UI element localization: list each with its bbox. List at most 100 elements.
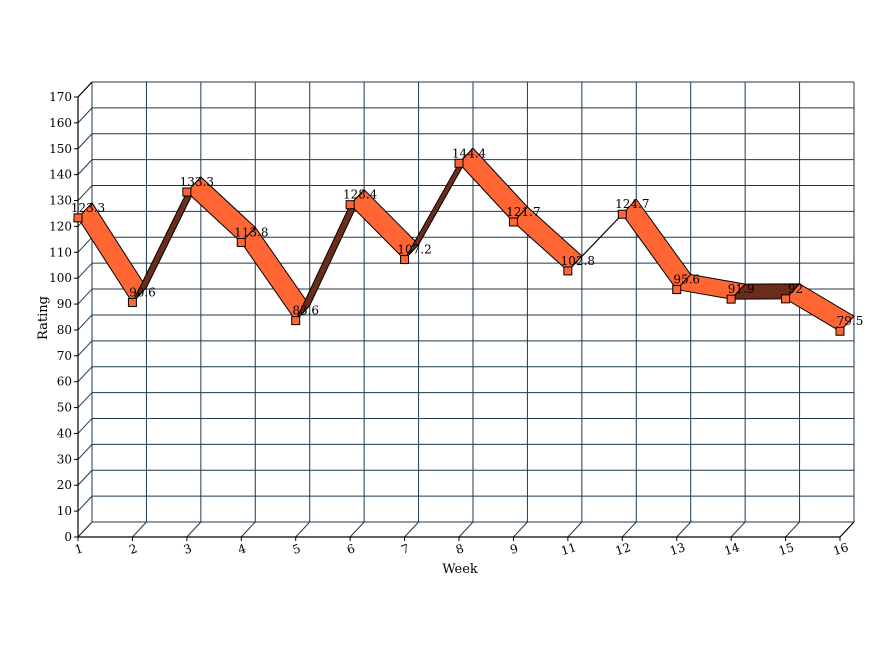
- gridline-v-floor: [77, 521, 93, 538]
- data-label: 91.9: [728, 282, 755, 296]
- y-axis-title: Rating: [36, 296, 51, 340]
- gridline-h-side: [77, 159, 93, 175]
- x-tick-label: 16: [831, 540, 850, 558]
- y-tick-label: 150: [49, 142, 72, 156]
- x-tick-label: 8: [454, 541, 466, 557]
- data-point: [400, 255, 410, 265]
- y-tick-label: 120: [49, 219, 72, 233]
- x-tick-label: 11: [559, 540, 578, 558]
- gridline-h-side: [77, 262, 93, 279]
- gridline-v-floor: [730, 521, 746, 538]
- gridline-v-floor: [186, 521, 202, 538]
- y-tick-label: 90: [57, 297, 72, 311]
- gridline-h-side: [77, 495, 93, 512]
- gridline-v-floor: [785, 521, 800, 538]
- y-tick-label: 10: [57, 504, 72, 518]
- x-tick-label: 2: [127, 541, 139, 557]
- y-tick-label: 80: [57, 323, 72, 337]
- x-tick-label: 15: [777, 540, 796, 558]
- gridline-h-side: [77, 392, 93, 408]
- data-point: [345, 200, 355, 210]
- gridline-v-floor: [132, 521, 147, 538]
- data-point: [617, 209, 627, 219]
- y-tick-label: 130: [49, 194, 72, 208]
- data-point: [182, 187, 192, 197]
- x-tick-label: 1: [73, 541, 85, 557]
- x-tick-label: 5: [291, 541, 303, 557]
- data-label: 113.8: [234, 225, 268, 239]
- data-point: [835, 326, 845, 336]
- series-ribbon: [77, 147, 855, 332]
- y-tick-label: 170: [49, 90, 72, 104]
- data-point: [672, 285, 682, 295]
- series-markers: [73, 158, 845, 336]
- x-tick-label: 12: [614, 540, 633, 558]
- gridline-v-floor: [567, 521, 583, 538]
- ribbon-connector: [567, 213, 623, 272]
- y-tick-label: 100: [49, 271, 72, 285]
- data-label: 133.3: [180, 175, 214, 189]
- y-tick-label: 0: [64, 530, 72, 544]
- data-point: [291, 316, 301, 326]
- data-point: [726, 294, 736, 304]
- ribbon-segment: [295, 189, 365, 321]
- gridline-h-side: [77, 288, 93, 305]
- y-tick-label: 160: [49, 116, 72, 130]
- data-point: [73, 213, 83, 223]
- gridline-v-floor: [349, 521, 365, 538]
- gridline-h-side: [77, 340, 93, 357]
- x-axis-ticks: 1 2 3 4 5 6 7 8 9 11 12 13 14 15 16: [73, 537, 850, 558]
- gridline-v-floor: [295, 521, 311, 538]
- axis-top-depth: [77, 81, 93, 98]
- x-tick-label: 13: [668, 540, 687, 558]
- x-tick-label: 3: [182, 541, 194, 557]
- gridline-v-floor: [621, 521, 637, 538]
- gridline-h-side: [77, 314, 93, 331]
- data-label: 83.6: [292, 304, 319, 318]
- data-label: 121.7: [506, 205, 540, 219]
- data-label: 144.4: [452, 146, 487, 160]
- x-tick-label: 6: [345, 541, 357, 557]
- x-tick-label: 14: [722, 540, 741, 558]
- gridlines: [77, 81, 855, 538]
- gridline-h-side: [77, 469, 93, 486]
- gridline-v-floor: [404, 521, 419, 538]
- data-label: 92: [788, 282, 803, 296]
- data-point: [781, 294, 791, 304]
- gridline-v-floor: [676, 521, 692, 538]
- data-point: [508, 217, 518, 227]
- gridline-h-side: [77, 366, 93, 383]
- gridline-h-side: [77, 133, 93, 150]
- data-label: 128.4: [343, 188, 378, 202]
- gridline-h-side: [77, 444, 93, 460]
- data-point: [127, 298, 137, 308]
- gridline-h-side: [77, 418, 93, 434]
- y-tick-label: 70: [57, 349, 72, 363]
- gridline-v-floor: [240, 521, 256, 538]
- data-label: 79.5: [837, 314, 864, 328]
- y-tick-label: 50: [57, 401, 72, 415]
- data-label: 95.6: [673, 273, 700, 287]
- y-tick-label: 140: [49, 168, 72, 182]
- y-tick-label: 20: [57, 478, 72, 492]
- data-label: 123.3: [71, 201, 105, 215]
- gridline-v-floor: [513, 521, 528, 538]
- gridline-v-floor: [458, 521, 474, 538]
- data-label: 90.6: [129, 286, 156, 300]
- y-tick-label: 110: [49, 245, 72, 259]
- axis-right-depth: [839, 521, 855, 538]
- gridline-h-side: [77, 185, 93, 201]
- data-label: 102.8: [561, 254, 595, 268]
- data-labels: 123.3 90.6 133.3 113.8 83.6 128.4 107.2 144.4 12…: [71, 146, 864, 328]
- data-point: [236, 237, 246, 247]
- data-label: 107.2: [397, 243, 431, 257]
- y-axis-ticks: 0 10 20 30 40 50 60 70 80 90 100 110 120 130 140 150 160…: [49, 90, 78, 544]
- y-tick-label: 40: [57, 426, 72, 440]
- x-tick-label: 4: [236, 541, 248, 557]
- x-tick-label: 7: [400, 541, 412, 557]
- x-axis-title: Week: [442, 562, 478, 577]
- gridline-h-side: [77, 107, 93, 124]
- y-tick-label: 30: [57, 452, 72, 466]
- data-point: [563, 266, 573, 276]
